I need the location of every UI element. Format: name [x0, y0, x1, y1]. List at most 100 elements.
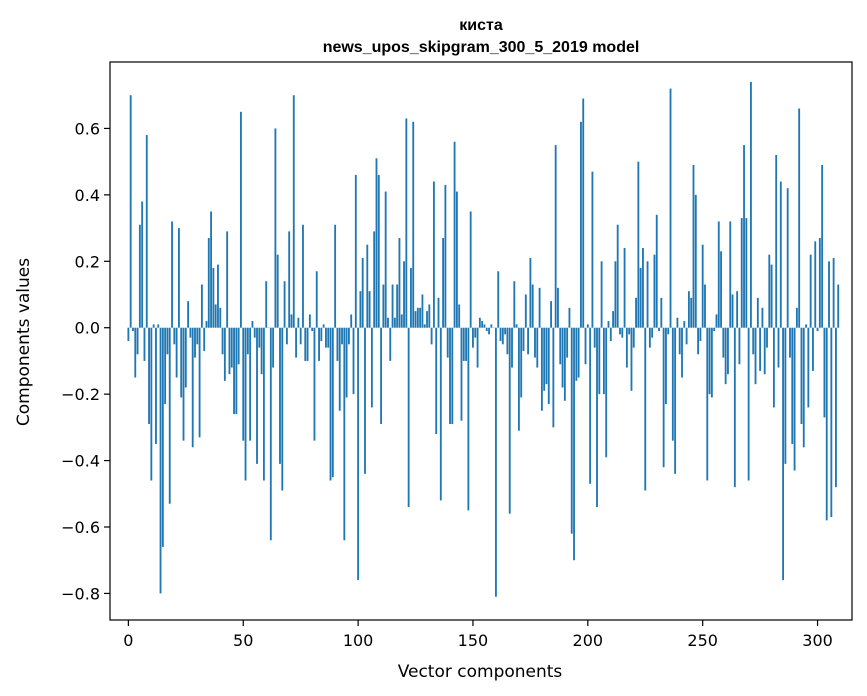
bar	[313, 327, 316, 441]
bar	[437, 297, 440, 328]
bar	[221, 327, 224, 355]
bar	[320, 327, 323, 341]
bar	[614, 261, 617, 328]
bar	[161, 327, 164, 547]
bar	[814, 241, 817, 328]
bar	[426, 311, 428, 328]
bar	[288, 231, 291, 328]
bar	[582, 98, 585, 328]
bar	[364, 327, 366, 474]
bar	[416, 307, 419, 328]
y-tick-label: −0.6	[61, 518, 100, 537]
bar	[635, 297, 637, 328]
bar	[373, 231, 376, 328]
bar	[504, 327, 507, 335]
bar	[389, 327, 392, 361]
bar	[538, 287, 541, 328]
bar	[432, 181, 435, 328]
bar	[338, 327, 341, 411]
bar	[772, 327, 775, 408]
bar	[495, 327, 497, 597]
bar	[350, 314, 353, 328]
bar	[357, 327, 360, 581]
bar	[481, 321, 484, 328]
bar	[667, 327, 670, 335]
bar	[727, 327, 729, 375]
bar	[458, 304, 461, 328]
bar	[545, 327, 548, 385]
bar	[387, 317, 389, 328]
bar	[508, 327, 511, 514]
bar	[623, 248, 626, 328]
bar	[148, 327, 150, 425]
bar	[272, 327, 275, 368]
bar	[577, 327, 580, 378]
bar	[490, 324, 493, 328]
bar	[194, 327, 196, 358]
bar	[260, 327, 263, 375]
bar	[779, 181, 782, 328]
bar	[589, 327, 592, 484]
bar	[708, 327, 711, 395]
bar	[370, 327, 373, 408]
bar-series	[127, 81, 840, 597]
bar	[591, 171, 594, 328]
bar	[752, 327, 755, 355]
bar	[511, 327, 513, 368]
y-axis-label: Components values	[14, 258, 34, 426]
bar	[446, 327, 449, 358]
bar	[648, 327, 651, 348]
y-tick-label: −0.4	[61, 452, 100, 471]
bar	[327, 327, 330, 348]
bar	[570, 327, 573, 534]
bar	[435, 327, 438, 434]
bar	[678, 327, 681, 355]
bar	[414, 311, 417, 328]
bar	[159, 327, 162, 594]
bar	[244, 327, 247, 481]
bar	[697, 327, 700, 355]
bar	[189, 327, 192, 338]
bar	[444, 184, 447, 328]
bar	[410, 267, 412, 328]
bar	[768, 254, 771, 328]
bar	[529, 257, 532, 328]
bar	[173, 327, 176, 345]
bar	[430, 327, 433, 345]
bar	[207, 238, 210, 328]
bar	[283, 281, 286, 328]
bar	[830, 327, 833, 518]
bar	[531, 284, 534, 328]
chart-title-line1: киста	[459, 17, 503, 34]
bar	[299, 327, 302, 345]
bar	[449, 327, 451, 425]
bar	[825, 327, 828, 521]
bar	[715, 314, 718, 328]
bar	[276, 254, 279, 328]
bar	[540, 327, 543, 411]
x-axis-label: Vector components	[398, 662, 563, 682]
bar	[687, 291, 690, 328]
bar	[302, 224, 304, 328]
bar	[265, 281, 268, 328]
bar	[770, 264, 773, 328]
bar	[573, 327, 575, 561]
bar	[171, 221, 173, 328]
bar	[671, 327, 674, 441]
bar	[524, 294, 527, 328]
bar	[396, 284, 399, 328]
bar	[740, 218, 743, 328]
bar	[554, 145, 557, 328]
bar	[488, 327, 490, 335]
bar	[513, 281, 516, 328]
bar	[543, 327, 546, 391]
bar	[329, 327, 332, 481]
bar	[738, 327, 741, 365]
bar	[200, 284, 203, 328]
bar	[568, 307, 571, 328]
bar	[198, 327, 201, 438]
bar	[658, 327, 660, 332]
bar	[612, 311, 615, 328]
bar	[152, 324, 155, 328]
bar	[706, 327, 709, 481]
